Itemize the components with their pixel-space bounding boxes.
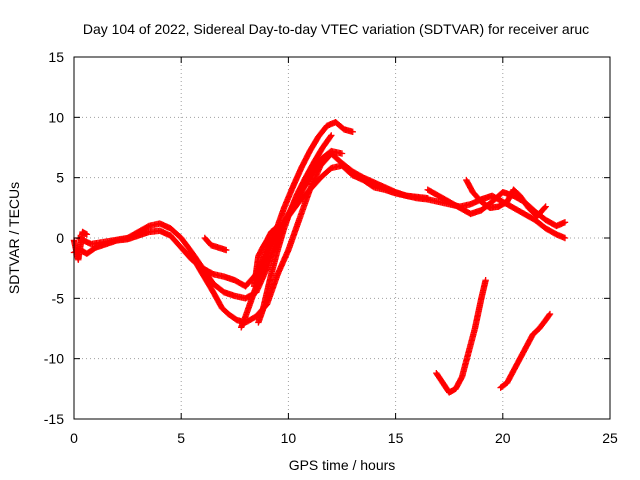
x-tick-label: 5 [177, 430, 185, 446]
y-tick-label: -5 [52, 290, 65, 306]
data-point [327, 133, 334, 140]
x-axis-label: GPS time / hours [289, 457, 396, 473]
data-point [541, 204, 549, 211]
y-tick-label: -10 [44, 351, 64, 367]
data-point [272, 225, 279, 232]
y-tick-label: 10 [48, 109, 64, 125]
series-track-10 [201, 234, 230, 254]
data-point [83, 231, 91, 238]
series-track-5 [255, 132, 335, 326]
data-point [561, 219, 569, 226]
series-track-12 [497, 310, 554, 391]
series-track-9 [70, 228, 91, 263]
data-point [328, 132, 335, 139]
y-tick-label: 15 [48, 49, 64, 65]
y-tick-label: -15 [44, 411, 64, 427]
chart-title: Day 104 of 2022, Sidereal Day-to-day VTE… [83, 21, 589, 37]
axis-ticks: 0 5 10 15 20 25 -15 -10 -5 0 5 10 15 [44, 49, 618, 446]
series-track-6 [250, 225, 279, 290]
x-tick-label: 20 [495, 430, 511, 446]
data-point [338, 150, 346, 157]
grid-lines [74, 57, 610, 419]
series-track-7 [424, 186, 569, 230]
data-point [424, 194, 431, 202]
data-point [223, 246, 230, 254]
series-track-8 [463, 176, 549, 220]
y-axis-label: SDTVAR / TECUs [6, 182, 22, 294]
data-point [546, 311, 553, 319]
data-point [482, 277, 489, 284]
data-point [546, 310, 554, 318]
x-tick-label: 0 [70, 430, 78, 446]
y-tick-label: 0 [56, 230, 64, 246]
x-tick-label: 10 [281, 430, 297, 446]
data-point [542, 203, 549, 210]
series-track-2 [75, 147, 346, 302]
data-point [271, 225, 278, 233]
y-tick-label: 5 [56, 170, 64, 186]
x-tick-label: 25 [602, 430, 618, 446]
data-point [349, 128, 356, 136]
x-tick-label: 15 [388, 430, 404, 446]
series-track-11 [433, 277, 489, 396]
series-track-3 [188, 150, 431, 326]
data-point [561, 234, 569, 242]
data-points [70, 118, 569, 396]
